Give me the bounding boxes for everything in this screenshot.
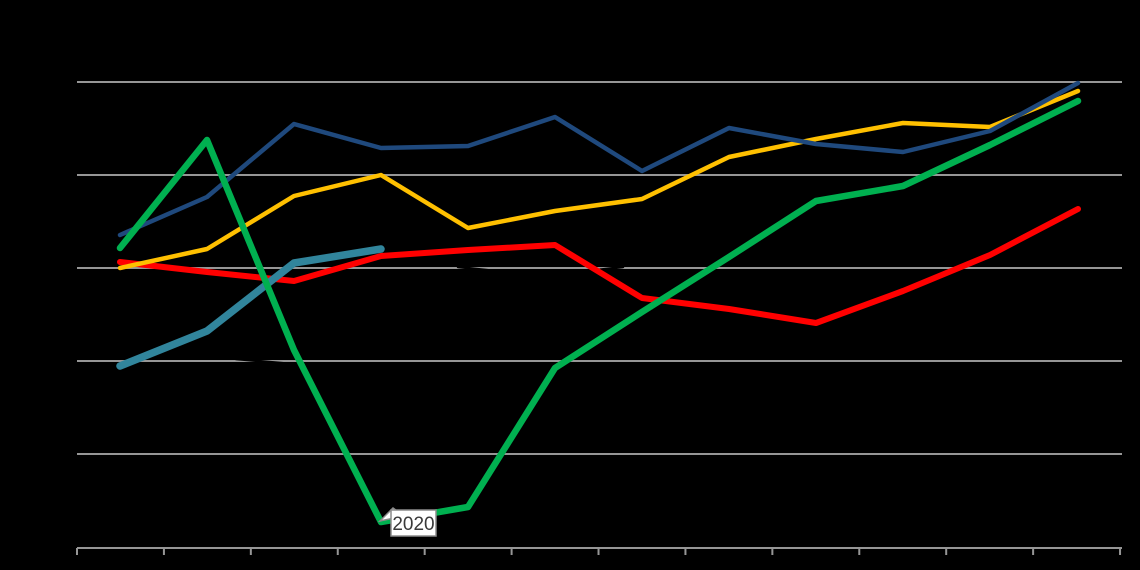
hidden-black-segment-lower-gridline	[234, 357, 294, 366]
x-axis	[76, 547, 1122, 555]
callout-2020: 2020	[377, 507, 437, 537]
series-gold-line	[117, 88, 1081, 271]
callout-box	[390, 509, 437, 537]
series-lines	[116, 80, 1082, 526]
series-steel-blue-line	[116, 245, 385, 370]
hidden-line-artifacts	[234, 265, 625, 366]
callout-label: 2020	[392, 514, 434, 535]
series-dark-blue-line	[117, 80, 1081, 238]
series-red-line	[117, 206, 1081, 326]
hidden-black-segment-middle-gridline	[456, 265, 625, 273]
series-green-line	[116, 97, 1082, 526]
